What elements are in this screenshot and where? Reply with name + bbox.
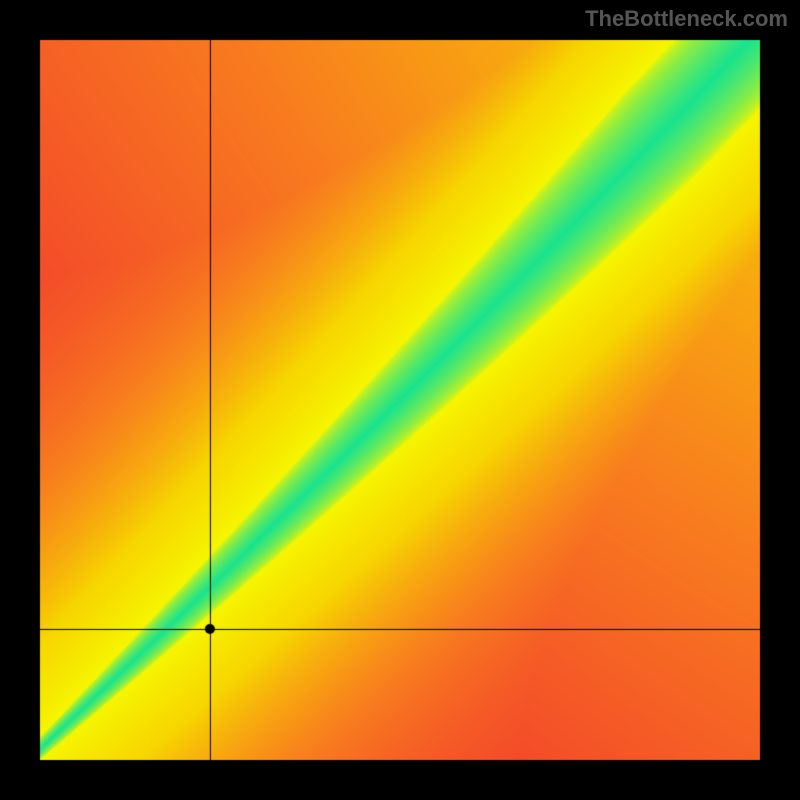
bottleneck-heatmap-canvas: [0, 0, 800, 800]
watermark-text: TheBottleneck.com: [585, 6, 788, 32]
